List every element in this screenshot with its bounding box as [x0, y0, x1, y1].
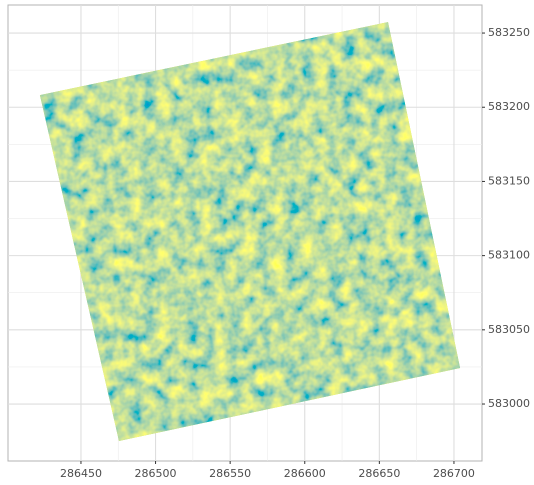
x-tick-label: 286500: [135, 467, 177, 480]
x-tick-label: 286700: [433, 467, 475, 480]
x-tick-label: 286600: [284, 467, 326, 480]
y-tick-label: 583050: [488, 323, 530, 336]
y-tick-label: 583100: [488, 249, 530, 262]
chart: 286450 286500 286550 286600 286650 286700 5830…: [0, 0, 534, 485]
y-tick-label: 583250: [488, 26, 530, 39]
y-tick-label: 583000: [488, 397, 530, 410]
x-tick-label: 286550: [209, 467, 251, 480]
x-tick-label: 286450: [60, 467, 102, 480]
y-tick-label: 583150: [488, 174, 530, 187]
y-tick-label: 583200: [488, 100, 530, 113]
x-tick-label: 286650: [358, 467, 400, 480]
